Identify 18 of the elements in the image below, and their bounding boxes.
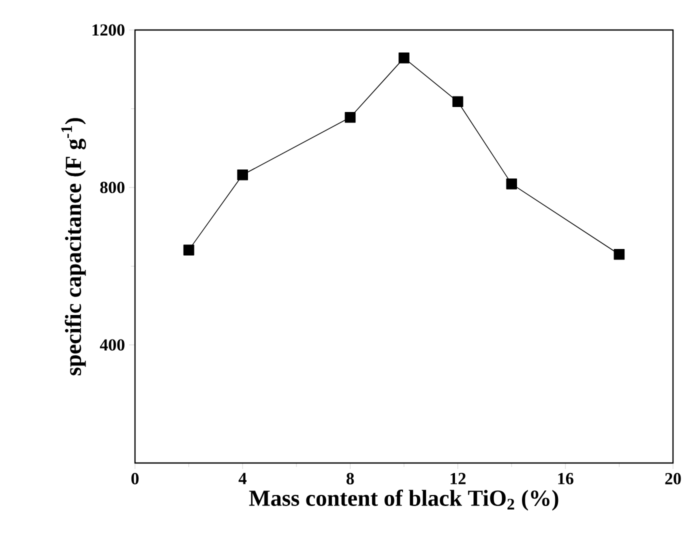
y-axis-title: specific capacitance (F g$^{-1}$) <box>61 118 86 376</box>
x-tick-label: 0 <box>131 472 139 484</box>
point <box>506 178 518 190</box>
point <box>452 96 464 108</box>
x-tick-label: 4 <box>238 472 247 484</box>
y-tick-label: 400 <box>100 339 124 351</box>
point <box>614 248 625 260</box>
point <box>344 112 356 123</box>
y-tick-label: 1200 <box>92 24 124 36</box>
x-tick-label: 8 <box>346 472 354 484</box>
point <box>398 52 410 64</box>
point <box>237 169 248 180</box>
point <box>183 244 194 256</box>
y-tick-label: 800 <box>100 182 124 194</box>
x-tick-label: 20 <box>665 472 681 484</box>
x-axis-title: Mass content of black TiO$_{2}$ (%) <box>249 490 558 511</box>
x-tick-label: 12 <box>450 472 466 484</box>
x-tick-label: 16 <box>558 472 574 484</box>
